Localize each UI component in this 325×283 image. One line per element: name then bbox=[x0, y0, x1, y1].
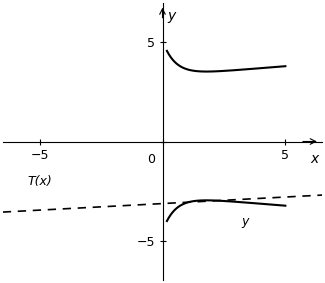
Text: 0: 0 bbox=[147, 153, 155, 166]
Text: x: x bbox=[310, 153, 318, 166]
Text: T(x): T(x) bbox=[27, 175, 52, 188]
Text: y: y bbox=[167, 9, 176, 23]
Text: y: y bbox=[241, 215, 249, 228]
